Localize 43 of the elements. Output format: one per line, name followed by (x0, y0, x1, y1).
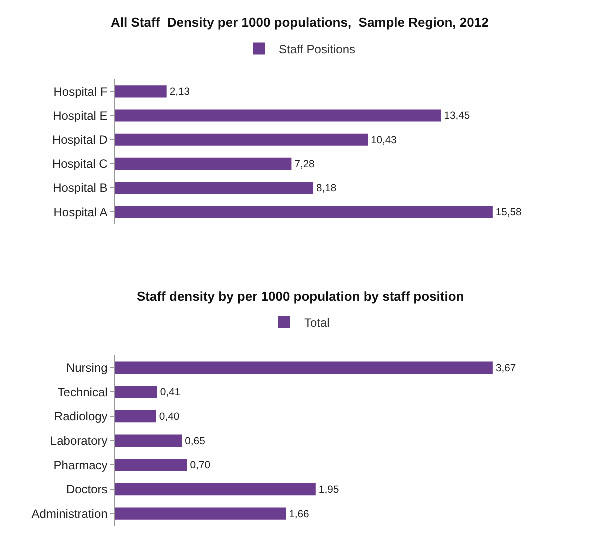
y-tick-label: Hospital E (53, 108, 108, 123)
data-label: 8,18 (316, 183, 337, 194)
y-tick-label: Laboratory (50, 434, 108, 448)
data-label: 0,65 (185, 436, 206, 448)
bar (115, 434, 182, 447)
data-label: 0,41 (160, 388, 181, 399)
bar (115, 134, 368, 146)
y-tick-label: Pharmacy (54, 458, 108, 472)
data-label: 1,66 (289, 509, 310, 520)
y-tick-label: Hospital C (52, 157, 108, 172)
y-tick-label: Hospital B (53, 181, 108, 196)
bar (115, 86, 167, 98)
bar (115, 410, 156, 423)
data-label: 10,43 (371, 135, 398, 146)
y-tick-label: Technical (58, 385, 108, 400)
data-label: 0,40 (159, 412, 180, 424)
bar (115, 206, 493, 218)
data-label: 13,45 (444, 111, 470, 122)
y-tick-label: Doctors (66, 482, 108, 497)
bar (115, 483, 316, 496)
bar (115, 508, 286, 520)
data-label: 15,58 (496, 208, 522, 219)
bar (115, 110, 442, 122)
y-tick-label: Hospital A (54, 205, 108, 220)
bar (115, 459, 188, 472)
legend-label: Staff Positions (279, 42, 356, 56)
chart-title: All Staff Density per 1000 populations, Sample Region, 2012 (111, 15, 489, 30)
data-label: 3,67 (496, 363, 516, 374)
bar (115, 158, 292, 170)
y-tick-label: Administration (32, 507, 108, 522)
y-tick-label: Nursing (66, 361, 108, 376)
bar (115, 386, 158, 398)
data-label: 1,95 (318, 484, 340, 496)
y-tick-label: Hospital F (54, 84, 108, 99)
data-label: 7,28 (294, 159, 316, 170)
legend-label: Total (304, 316, 330, 330)
bar (115, 182, 314, 194)
y-tick-label: Hospital D (52, 133, 108, 148)
data-label: 2,13 (170, 87, 190, 98)
y-tick-label: Radiology (54, 410, 108, 424)
bar (115, 362, 493, 374)
data-label: 0,70 (190, 460, 211, 472)
chart-title: Staff density by per 1000 population by staff position (137, 289, 464, 304)
